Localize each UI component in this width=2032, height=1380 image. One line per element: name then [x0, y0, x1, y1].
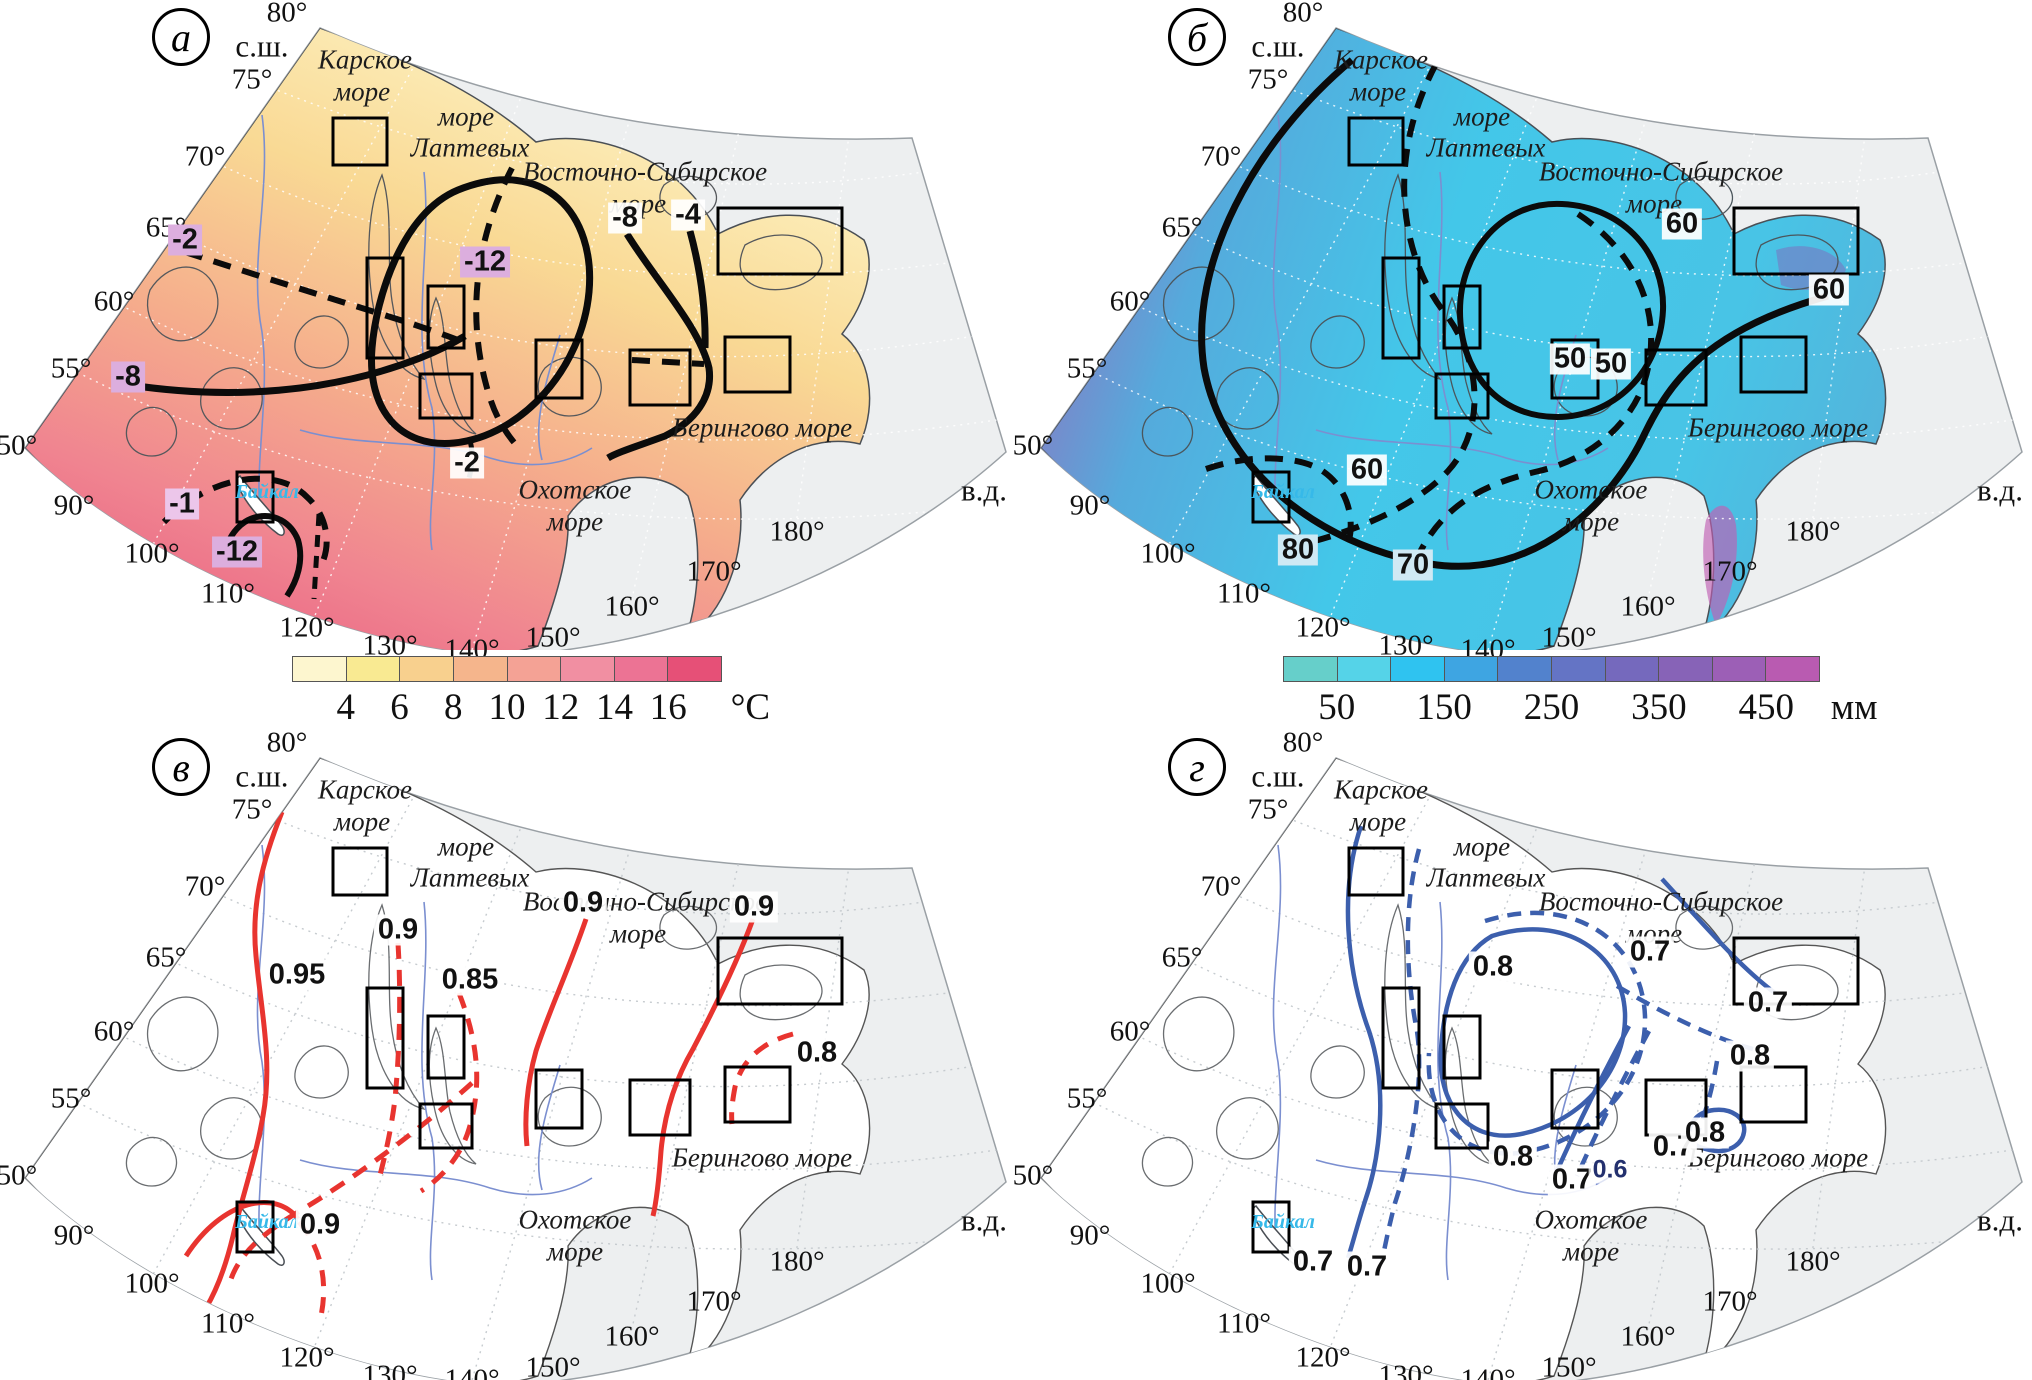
colorbar-tick: 6 [390, 687, 409, 728]
colorbar-segment [1712, 657, 1767, 681]
colorbar-segment [668, 657, 721, 681]
colorbar-segment [561, 657, 615, 681]
colorbar-segment [1605, 657, 1660, 681]
colorbar-tick: 250 [1523, 687, 1580, 728]
map-layers-a [25, 28, 1006, 650]
colorbar-tick: 350 [1631, 687, 1687, 728]
map-canvas-b [1040, 27, 2023, 650]
panel-v-correlation-map: в с.ш. в.д. 80° 75° 70° 65° 60° 55° 50° 90° 100° 11… [0, 728, 1016, 1380]
colorbar-tick: 150 [1416, 687, 1472, 728]
colorbar-segment [453, 657, 508, 681]
colorbar-segment [507, 657, 562, 681]
colorbar-segment [1284, 657, 1338, 681]
colorbar-segment [1766, 657, 1819, 681]
panel-letter: б [1168, 8, 1226, 66]
panel-letter: в [152, 738, 210, 796]
colorbar-tick: 4 [336, 687, 356, 728]
colorbar-tick: 16 [649, 687, 687, 728]
panel-b-precipitation-map: б с.ш. в.д. 80° 75° 70° 65° 60° 55° 50° 90° 100° 11… [1013, 0, 2032, 664]
temperature-unit: °C [730, 687, 771, 728]
colorbar-segment [346, 657, 401, 681]
colorbar-segment [1444, 657, 1499, 681]
colorbar-tick: 12 [542, 687, 580, 728]
colorbar-tick: 10 [488, 687, 526, 728]
colorbar-segment [1498, 657, 1552, 681]
colorbar-segment [400, 657, 454, 681]
precipitation-unit: мм [1830, 687, 1878, 728]
temperature-colorbar-bar [292, 656, 722, 682]
colorbar-segment [614, 657, 669, 681]
temperature-colorbar: °C 4 6 8 10 12 14 16 [292, 656, 770, 728]
colorbar-segment [293, 657, 347, 681]
precipitation-colorbar-bar [1283, 656, 1820, 682]
colorbar-tick: 14 [596, 687, 633, 728]
panel-g-correlation-map: г с.ш. в.д. 80° 75° 70° 65° 60° 55° 50° 90° 100° 11… [1013, 728, 2032, 1380]
map-canvas-g [1040, 757, 2023, 1380]
panel-letter: г [1168, 738, 1226, 796]
map-canvas-a [24, 27, 1007, 650]
panel-letter: а [152, 8, 210, 66]
panel-a-temperature-map: а с.ш. в.д. 80° 75° 70° 65° 60° 55° 50° 90° 100° 11… [0, 0, 1016, 664]
temperature-isolines [129, 166, 714, 600]
colorbar-tick: 450 [1738, 687, 1795, 728]
map-canvas-v [24, 757, 1007, 1380]
colorbar-segment [1391, 657, 1445, 681]
precipitation-colorbar: мм 50 150 250 350 450 [1283, 656, 1878, 728]
colorbar-segment [1337, 657, 1392, 681]
precip-high-patch [1703, 505, 1737, 625]
colorbar-tick: 8 [444, 687, 463, 728]
colorbar-segment [1551, 657, 1606, 681]
colorbar-tick: 50 [1318, 687, 1356, 728]
colorbar-segment [1659, 657, 1713, 681]
